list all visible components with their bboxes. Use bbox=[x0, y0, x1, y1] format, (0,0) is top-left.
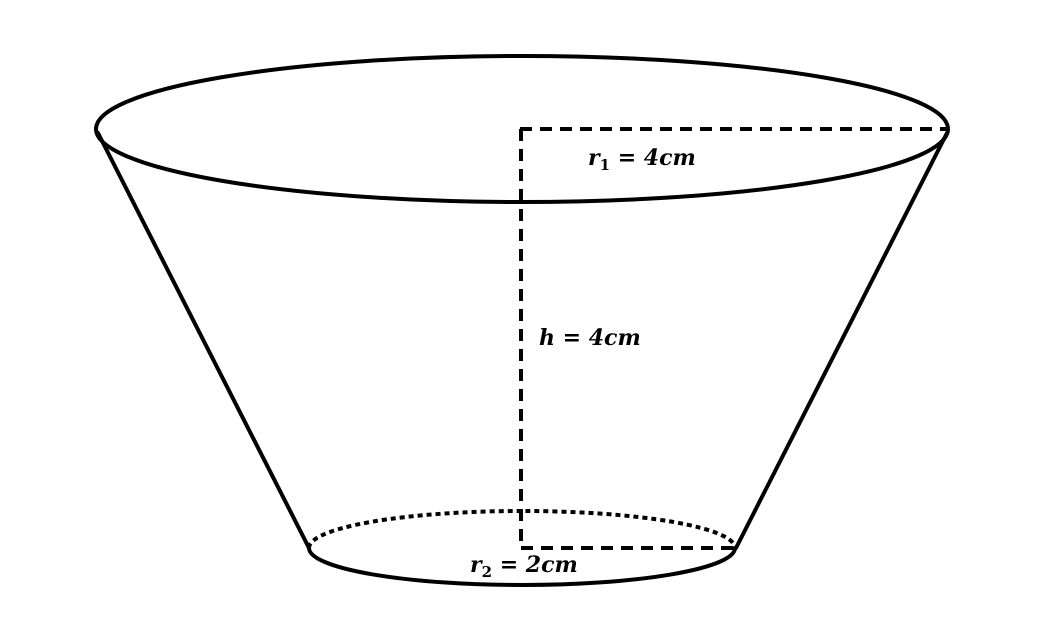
bottom-radius-var: r bbox=[470, 552, 483, 578]
left-slant-edge bbox=[96, 131, 311, 550]
bottom-radius-sub: 2 bbox=[482, 563, 492, 581]
height-label: h = 4cm bbox=[539, 325, 641, 351]
top-radius-var: r bbox=[588, 145, 601, 171]
bottom-base-visible-arc bbox=[307, 547, 737, 587]
bottom-radius-value: = 2cm bbox=[492, 552, 578, 578]
bottom-radius-label: r2 = 2cm bbox=[470, 552, 578, 581]
right-slant-edge bbox=[734, 131, 949, 550]
top-radius-value: = 4cm bbox=[610, 145, 696, 171]
top-base-ellipse bbox=[94, 54, 950, 204]
top-radius-label: r1 = 4cm bbox=[588, 145, 696, 174]
top-radius-sub: 1 bbox=[600, 156, 610, 174]
bottom-base-hidden-arc bbox=[307, 509, 737, 549]
